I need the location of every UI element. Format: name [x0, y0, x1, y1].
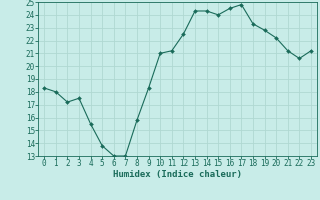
X-axis label: Humidex (Indice chaleur): Humidex (Indice chaleur) [113, 170, 242, 179]
